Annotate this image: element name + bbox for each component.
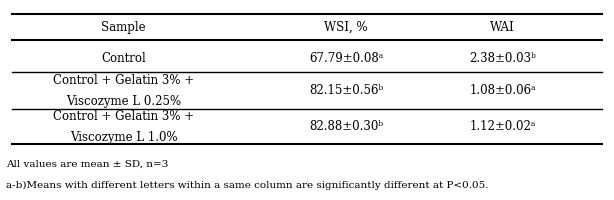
Text: Control: Control bbox=[101, 51, 146, 64]
Text: 67.79±0.08ᵃ: 67.79±0.08ᵃ bbox=[309, 51, 383, 64]
Text: 82.15±0.56ᵇ: 82.15±0.56ᵇ bbox=[309, 84, 383, 97]
Text: Sample: Sample bbox=[101, 20, 146, 33]
Text: 1.12±0.02ᵃ: 1.12±0.02ᵃ bbox=[469, 120, 536, 133]
Text: 1.08±0.06ᵃ: 1.08±0.06ᵃ bbox=[469, 84, 536, 97]
Text: WSI, %: WSI, % bbox=[324, 20, 368, 33]
Text: 2.38±0.03ᵇ: 2.38±0.03ᵇ bbox=[469, 51, 536, 64]
Text: 82.88±0.30ᵇ: 82.88±0.30ᵇ bbox=[309, 120, 383, 133]
Text: a-b)Means with different letters within a same column are significantly differen: a-b)Means with different letters within … bbox=[6, 180, 489, 190]
Text: WAI: WAI bbox=[490, 20, 515, 33]
Text: All values are mean ± SD, n=3: All values are mean ± SD, n=3 bbox=[6, 159, 168, 167]
Text: Control + Gelatin 3% +
Viscozyme L 0.25%: Control + Gelatin 3% + Viscozyme L 0.25% bbox=[53, 73, 194, 107]
Text: Control + Gelatin 3% +
Viscozyme L 1.0%: Control + Gelatin 3% + Viscozyme L 1.0% bbox=[53, 109, 194, 143]
